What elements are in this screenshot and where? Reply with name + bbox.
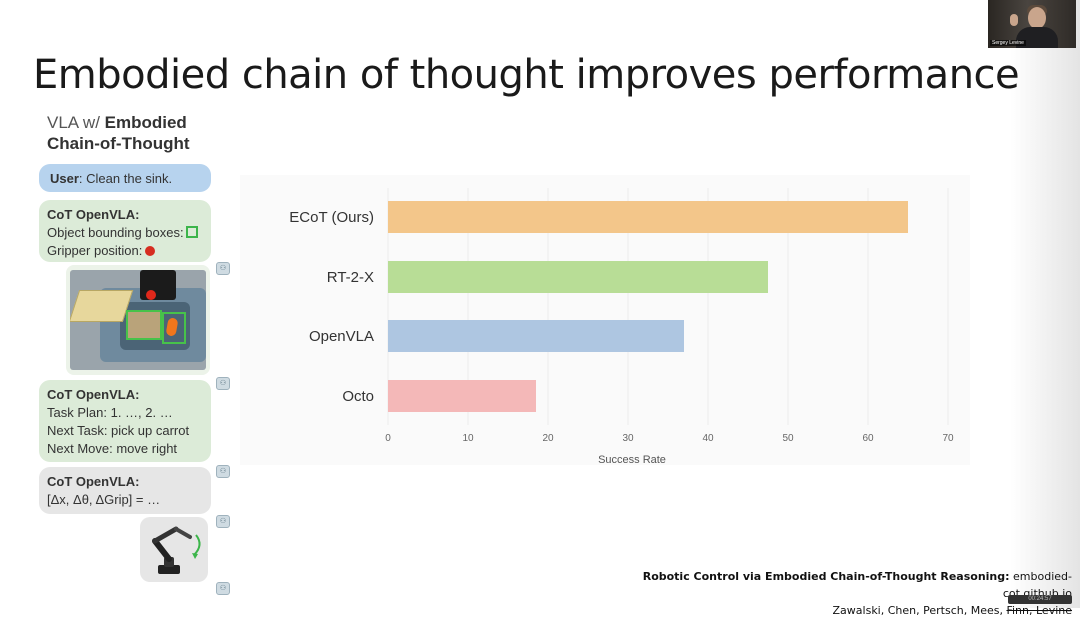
scene-photo (70, 270, 206, 370)
x-tick-label: 50 (782, 433, 794, 444)
bounding-box-carrot (162, 312, 186, 344)
bounding-box-bowl (126, 310, 162, 340)
cot1-line1: Object bounding boxes: (47, 225, 184, 240)
bar-rt-2-x (388, 261, 768, 293)
cot3-speaker: CoT OpenVLA (47, 474, 136, 489)
citation-authors-obscured: Finn, Levine (1006, 604, 1072, 617)
user-label: User (50, 171, 79, 186)
citation-authors: Zawalski, Chen, Pertsch, Mees, (832, 604, 1007, 617)
chart-x-axis-label: Success Rate (598, 454, 666, 466)
cot2-line3: Next Move: move right (47, 441, 178, 456)
chart-category-labels: ECoT (Ours) RT-2-X OpenVLA Octo (289, 209, 374, 405)
category-label: Octo (342, 388, 374, 405)
speaker-body (1016, 27, 1058, 48)
x-tick-label: 40 (702, 433, 714, 444)
cot3-line1: [Δx, Δθ, ΔGrip] = … (47, 492, 161, 507)
robot-arm-illustration (140, 517, 208, 582)
speaker-hand (1010, 14, 1018, 26)
citation-title: Robotic Control via Embodied Chain-of-Th… (642, 570, 1010, 583)
x-tick-label: 10 (462, 433, 474, 444)
chart-x-ticks: 0 10 20 30 40 50 60 70 (385, 433, 954, 444)
gripper-dot-icon (145, 246, 156, 256)
bar-openvla (388, 320, 684, 352)
bot-avatar-icon: ⚇ (216, 582, 230, 595)
bot-avatar-icon: ⚇ (216, 515, 230, 528)
bot-avatar-icon: ⚇ (216, 465, 230, 478)
cot-bubble-1: CoT OpenVLA: Object bounding boxes: Grip… (39, 200, 211, 262)
x-tick-label: 20 (542, 433, 554, 444)
citation: Robotic Control via Embodied Chain-of-Th… (600, 568, 1072, 619)
x-tick-label: 60 (862, 433, 874, 444)
speaker-head (1028, 7, 1046, 29)
panel-heading-bold-2: Chain-of-Thought (47, 134, 190, 153)
video-timestamp-overlay: 00:24:57 (1008, 595, 1072, 604)
category-label: RT-2-X (327, 269, 374, 286)
cot2-line2: Next Task: pick up carrot (47, 423, 190, 438)
x-tick-label: 30 (622, 433, 634, 444)
slide-title-rest: chain of thought improves performance (229, 52, 1020, 98)
bar-ecot-ours (388, 201, 908, 233)
cot-bubble-3: CoT OpenVLA: [Δx, Δθ, ΔGrip] = … (39, 467, 211, 514)
category-label: ECoT (Ours) (289, 209, 374, 226)
gripper-position-marker (146, 290, 156, 300)
speaker-webcam: Sergey Levine (988, 0, 1076, 48)
robot-arm-icon (152, 526, 201, 574)
user-message-bubble: User: Clean the sink. (39, 164, 211, 192)
bot-avatar-icon: ⚇ (216, 262, 230, 275)
bot-avatar-icon: ⚇ (216, 377, 230, 390)
bounding-box-icon (185, 226, 198, 238)
x-tick-label: 0 (385, 433, 391, 444)
bar-octo (388, 380, 536, 412)
cot2-line1: Task Plan: 1. …, 2. … (47, 405, 173, 420)
panel-heading-prefix: VLA w/ (47, 113, 105, 132)
webcam-name-tag: Sergey Levine (990, 40, 1026, 46)
x-tick-label: 70 (942, 433, 954, 444)
user-text: : Clean the sink. (78, 171, 173, 186)
panel-heading-bold-1: Embodied (104, 113, 187, 132)
cot1-speaker: CoT OpenVLA (47, 207, 136, 222)
chart-bars (388, 201, 908, 412)
cot1-line2: Gripper position: (47, 243, 143, 258)
cot2-speaker: CoT OpenVLA (47, 387, 136, 402)
cot-bubble-2: CoT OpenVLA: Task Plan: 1. …, 2. … Next … (39, 380, 211, 462)
slide-edge-shadow (1010, 0, 1080, 608)
category-label: OpenVLA (309, 328, 374, 345)
slide-title: Embodied chain of thought improves perfo… (33, 52, 1020, 98)
slide-title-bold: Embodied (33, 52, 230, 98)
panel-heading: VLA w/ Embodied Chain-of-Thought (47, 112, 190, 154)
